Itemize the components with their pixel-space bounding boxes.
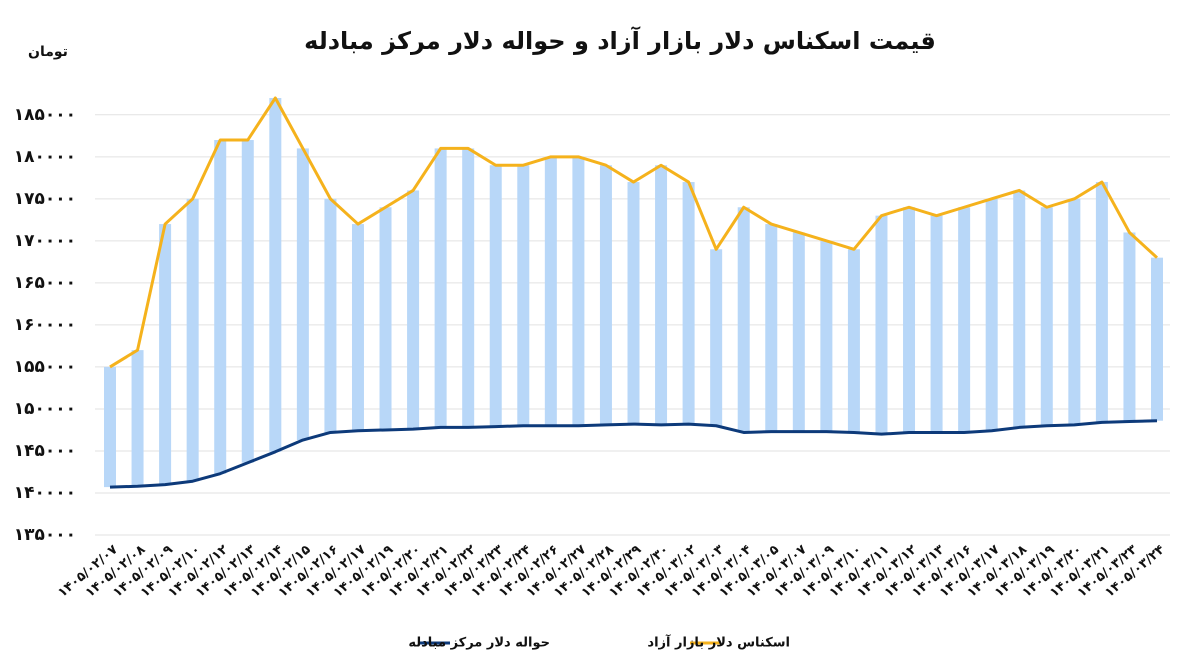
spread-bar bbox=[104, 366, 116, 488]
spread-bar bbox=[296, 148, 309, 441]
legend-label: حواله دلار مرکز مبادله bbox=[408, 636, 550, 651]
y-tick-label: ۱۶۵۰۰۰ bbox=[14, 273, 76, 293]
spread-bar bbox=[324, 198, 337, 433]
spread-bar bbox=[379, 207, 392, 430]
y-tick-label: ۱۳۵۰۰۰ bbox=[14, 525, 76, 545]
spread-bar bbox=[214, 140, 227, 474]
spread-bar bbox=[1151, 257, 1163, 421]
chart-title: قیمت اسکناس دلار بازار آزاد و حواله دلار… bbox=[304, 26, 936, 55]
legend-label: اسکناس دلار بازار آزاد bbox=[647, 634, 790, 651]
spread-bar bbox=[792, 232, 805, 432]
spread-bar bbox=[407, 190, 420, 430]
spread-bar bbox=[462, 148, 475, 428]
series-line bbox=[109, 419, 1158, 489]
spread-bar bbox=[627, 182, 640, 425]
spread-bar bbox=[269, 98, 282, 452]
spread-bar bbox=[544, 156, 557, 426]
spread-bar bbox=[434, 148, 447, 428]
y-tick-label: ۱۴۵۰۰۰ bbox=[14, 441, 76, 461]
spread-bar bbox=[958, 207, 971, 433]
spread-bar bbox=[875, 215, 888, 435]
spread-bar bbox=[159, 224, 172, 485]
spread-bar bbox=[572, 156, 585, 426]
spread-bar bbox=[930, 215, 943, 433]
spread-bar bbox=[1040, 207, 1053, 426]
spread-bar bbox=[655, 165, 668, 425]
series-line bbox=[109, 96, 1159, 369]
spread-bar bbox=[351, 224, 364, 431]
y-tick-label: ۱۸۰۰۰۰ bbox=[14, 147, 76, 167]
spread-bar bbox=[1013, 190, 1026, 428]
spread-bar bbox=[186, 198, 199, 482]
spread-bar bbox=[131, 350, 144, 487]
y-tick-label: ۱۵۵۰۰۰ bbox=[14, 357, 76, 377]
spread-bar bbox=[1068, 198, 1081, 425]
y-tick-label: ۱۷۵۰۰۰ bbox=[14, 189, 76, 209]
y-axis-label: تومان bbox=[28, 44, 68, 60]
spread-bar bbox=[847, 249, 860, 433]
spread-bar bbox=[489, 165, 502, 427]
spread-bar bbox=[241, 140, 254, 463]
y-tick-label: ۱۷۰۰۰۰ bbox=[14, 231, 76, 251]
spread-bar bbox=[710, 249, 723, 426]
y-tick-label: ۱۵۰۰۰۰ bbox=[14, 399, 76, 419]
y-tick-label: ۱۸۵۰۰۰ bbox=[14, 105, 76, 125]
spread-bar bbox=[599, 165, 612, 425]
y-tick-label: ۱۴۰۰۰۰ bbox=[14, 483, 76, 503]
spread-bar bbox=[1123, 232, 1136, 422]
spread-bar bbox=[682, 182, 695, 425]
y-tick-label: ۱۶۰۰۰۰ bbox=[14, 315, 76, 335]
spread-bar bbox=[1095, 182, 1108, 423]
spread-bar bbox=[820, 240, 833, 432]
spread-bar bbox=[985, 198, 998, 431]
spread-bar bbox=[737, 207, 750, 433]
spread-bar bbox=[517, 165, 530, 426]
spread-bar bbox=[903, 207, 916, 433]
spread-bar bbox=[765, 224, 778, 432]
